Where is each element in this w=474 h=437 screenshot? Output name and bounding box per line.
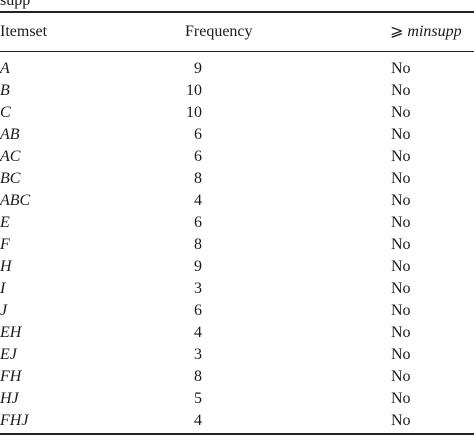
cell-meets-minsupp: No [391, 82, 411, 99]
cell-itemset: EH [0, 324, 22, 341]
cell-itemset: F [0, 236, 10, 253]
cell-itemset: HJ [0, 390, 19, 407]
table-row: A 9 No [0, 58, 474, 80]
cell-frequency: 4 [194, 412, 202, 429]
cell-frequency: 6 [194, 214, 202, 231]
header-itemset: Itemset [0, 23, 48, 40]
cell-frequency: 4 [194, 324, 202, 341]
header-frequency: Frequency [185, 23, 253, 40]
header-minsupp-term: minsupp [407, 23, 462, 40]
cell-meets-minsupp: No [391, 126, 411, 143]
header-minsupp: ⩾ minsupp [390, 20, 462, 44]
cell-meets-minsupp: No [391, 192, 411, 209]
cell-frequency: 3 [194, 280, 202, 297]
table-header-rule [0, 51, 474, 52]
cell-frequency: 6 [194, 148, 202, 165]
table-bottom-rule [0, 433, 474, 435]
cell-meets-minsupp: No [391, 390, 411, 407]
cell-frequency: 9 [194, 258, 202, 275]
cell-itemset: I [0, 280, 6, 297]
cell-meets-minsupp: No [391, 60, 411, 77]
cell-itemset: A [0, 60, 10, 77]
cell-meets-minsupp: No [391, 346, 411, 363]
geq-symbol: ⩾ [390, 23, 404, 40]
table-row: H 9 No [0, 256, 474, 278]
table-row: I 3 No [0, 278, 474, 300]
cell-frequency: 4 [194, 192, 202, 209]
cell-meets-minsupp: No [391, 104, 411, 121]
table-row: J 6 No [0, 300, 474, 322]
cell-meets-minsupp: No [391, 148, 411, 165]
cell-itemset: FH [0, 368, 22, 385]
table-row: AC 6 No [0, 146, 474, 168]
cell-frequency: 6 [194, 126, 202, 143]
cell-meets-minsupp: No [391, 236, 411, 253]
cell-meets-minsupp: No [391, 368, 411, 385]
cell-meets-minsupp: No [391, 214, 411, 231]
table-header: Itemset Frequency ⩾ minsupp [0, 20, 474, 44]
cell-frequency: 8 [194, 236, 202, 253]
cell-meets-minsupp: No [391, 280, 411, 297]
cell-itemset: ABC [0, 192, 31, 209]
table-row: BC 8 No [0, 168, 474, 190]
table-row: HJ 5 No [0, 388, 474, 410]
table-row: EJ 3 No [0, 344, 474, 366]
table-row: B 10 No [0, 80, 474, 102]
cell-itemset: FHJ [0, 412, 29, 429]
table-row: E 6 No [0, 212, 474, 234]
cell-frequency: 8 [194, 368, 202, 385]
cell-meets-minsupp: No [391, 302, 411, 319]
cell-meets-minsupp: No [391, 324, 411, 341]
cell-meets-minsupp: No [391, 412, 411, 429]
cell-frequency: 8 [194, 170, 202, 187]
cell-frequency: 9 [194, 60, 202, 77]
table-body: A 9 No B 10 No C 10 No AB 6 No AC 6 No BC 8 No ABC 4 N… [0, 58, 474, 432]
table-row: AB 6 No [0, 124, 474, 146]
cell-frequency: 5 [194, 390, 202, 407]
cell-itemset: AC [0, 148, 21, 165]
cell-itemset: H [0, 258, 12, 275]
table-row: FH 8 No [0, 366, 474, 388]
cell-itemset: EJ [0, 346, 17, 363]
cell-meets-minsupp: No [391, 170, 411, 187]
table-top-rule [0, 11, 474, 13]
cell-itemset: B [0, 82, 10, 99]
cell-itemset: BC [0, 170, 21, 187]
cell-frequency: 3 [194, 346, 202, 363]
cell-meets-minsupp: No [391, 258, 411, 275]
cell-itemset: E [0, 214, 10, 231]
table-row: F 8 No [0, 234, 474, 256]
cell-itemset: AB [0, 126, 20, 143]
cell-itemset: J [0, 302, 8, 319]
table-row: FHJ 4 No [0, 410, 474, 432]
cell-frequency: 10 [186, 104, 202, 121]
cell-frequency: 10 [186, 82, 202, 99]
cell-itemset: C [0, 104, 11, 121]
table-row: EH 4 No [0, 322, 474, 344]
caption-fragment: supp [0, 0, 31, 9]
table-row: ABC 4 No [0, 190, 474, 212]
table-row: C 10 No [0, 102, 474, 124]
cell-frequency: 6 [194, 302, 202, 319]
